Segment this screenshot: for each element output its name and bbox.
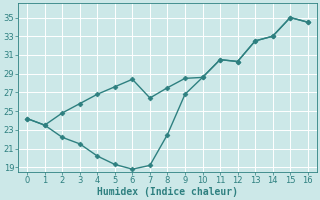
X-axis label: Humidex (Indice chaleur): Humidex (Indice chaleur) xyxy=(97,186,238,197)
